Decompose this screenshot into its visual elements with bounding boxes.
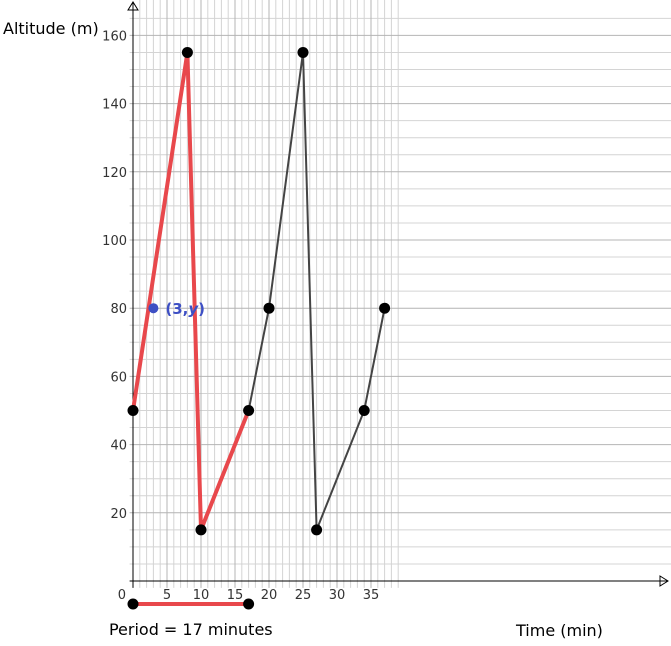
x-tick-label: 10: [193, 588, 210, 603]
y-tick-label: 80: [110, 302, 127, 317]
x-tick-label: 15: [227, 588, 244, 603]
period-start-point: [127, 598, 139, 610]
data-point: [243, 405, 255, 416]
y-tick-label: 160: [102, 29, 127, 44]
series-line-gray: [247, 52, 386, 531]
period-group: Period = 17 minutes: [109, 598, 273, 639]
x-tick-label: 20: [261, 588, 278, 603]
x-axis-arrow: [659, 575, 669, 587]
y-axis-arrow: [127, 1, 139, 11]
data-point: [127, 405, 139, 416]
series-line-red: [131, 52, 251, 531]
minor-grid: [129, 0, 671, 588]
data-point: [379, 302, 391, 314]
tick-labels: 5 10 15 20 25 30 35 20 40 60 80 100 120 140 160 0: [102, 29, 379, 603]
x-tick-label: 30: [329, 588, 346, 603]
y-tick-label: 120: [102, 166, 127, 181]
data-point: [297, 46, 309, 58]
x-axis-title: Time (min): [515, 621, 603, 640]
major-grid: [129, 0, 671, 588]
highlight-point-label: (3,y): [165, 300, 205, 318]
y-tick-label: 60: [110, 370, 127, 385]
data-point: [263, 302, 275, 314]
y-tick-label: 140: [102, 98, 127, 113]
highlight-point: [148, 303, 159, 314]
y-axis-title: Altitude (m): [3, 19, 99, 38]
data-point: [358, 405, 370, 416]
y-tick-label: 40: [110, 439, 127, 454]
x-tick-label: 35: [363, 588, 380, 603]
data-point: [311, 524, 323, 536]
y-tick-label: 20: [110, 507, 127, 522]
x-tick-label: 25: [295, 588, 312, 603]
series-lines: [131, 52, 386, 531]
period-label: Period = 17 minutes: [109, 620, 273, 639]
axes: [127, 1, 669, 588]
origin-tick-label: 0: [118, 588, 126, 603]
data-point: [181, 46, 193, 58]
data-point: [195, 524, 207, 536]
period-end-point: [243, 598, 255, 610]
highlight-point-group: (3,y): [148, 300, 205, 318]
data-points: [127, 46, 391, 536]
x-tick-label: 5: [163, 588, 171, 603]
y-tick-label: 100: [102, 234, 127, 249]
